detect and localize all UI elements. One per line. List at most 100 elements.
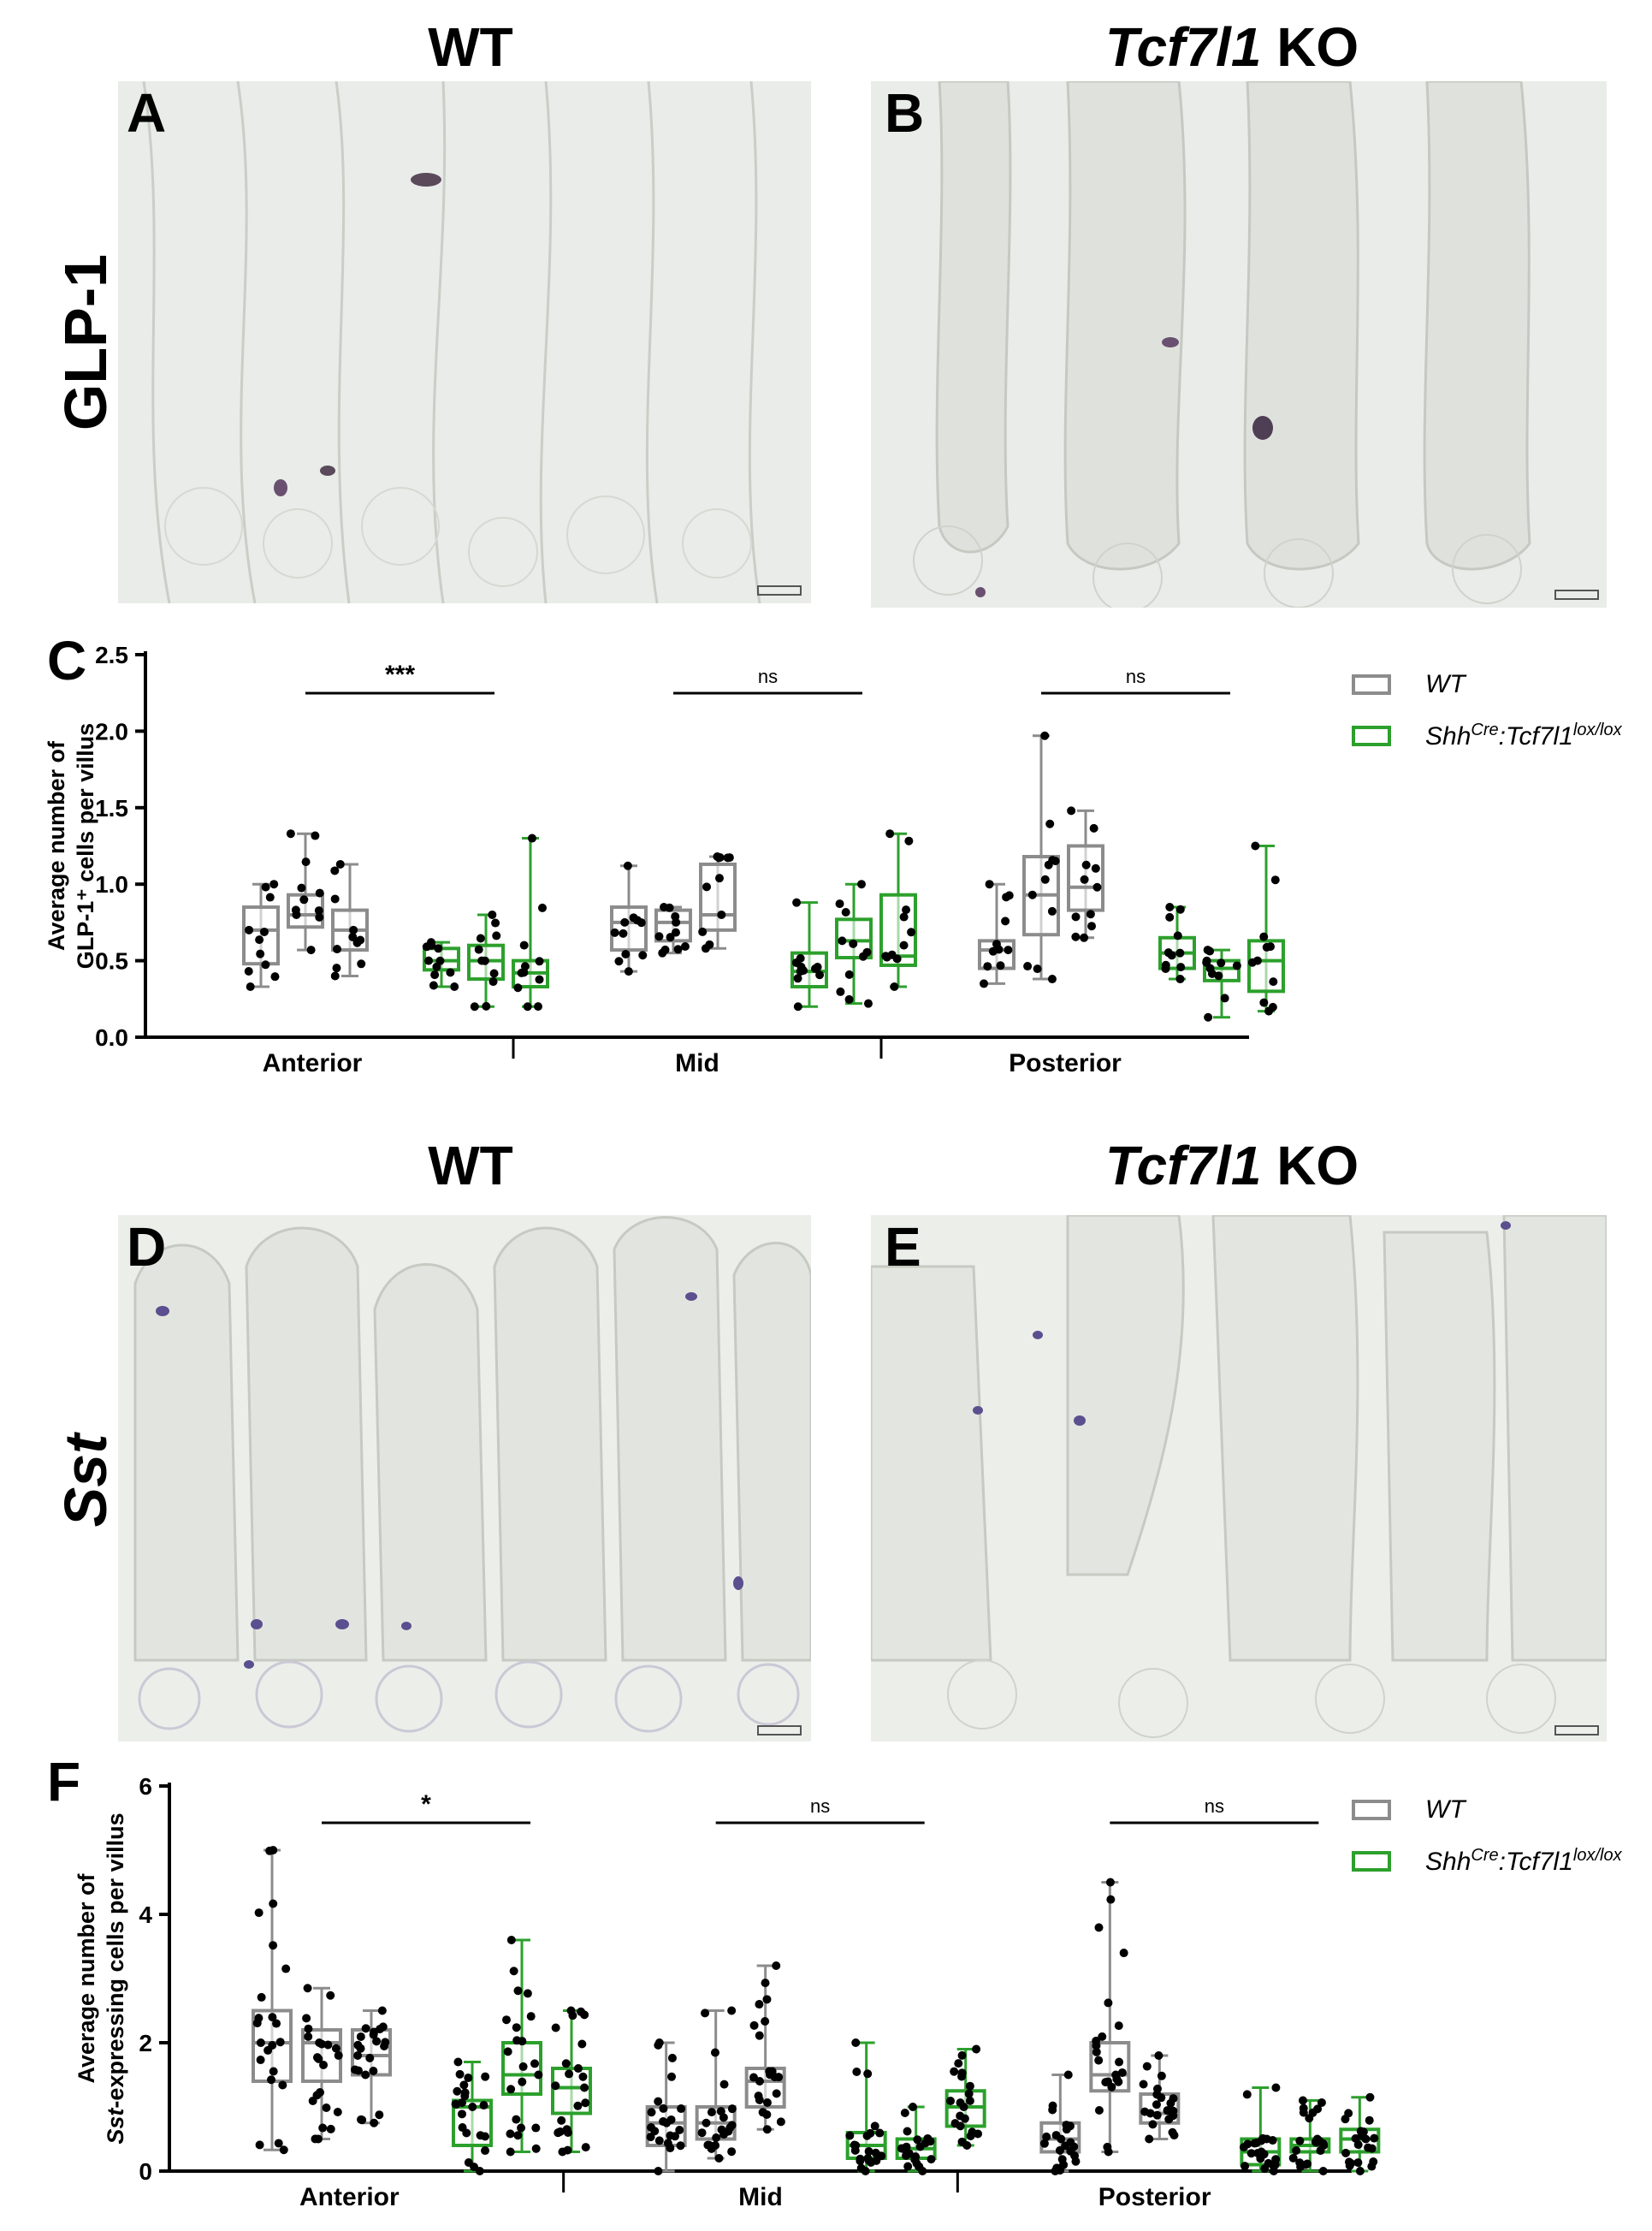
data-point	[772, 1961, 781, 1970]
data-point	[530, 2059, 540, 2068]
chart-c: 0.0 0.5 1.0 1.5 2.0 2.5 Average number of GLP-1…	[0, 625, 1652, 1104]
data-point	[791, 958, 801, 967]
data-point	[470, 1002, 479, 1012]
data-point	[702, 882, 712, 892]
data-point	[1063, 2070, 1073, 2080]
data-point	[1106, 1895, 1116, 1904]
data-point	[1145, 2134, 1154, 2144]
significance-label: ***	[385, 661, 415, 689]
data-point	[1103, 2142, 1112, 2151]
data-point	[501, 2015, 511, 2025]
data-point	[335, 859, 345, 869]
data-point	[488, 910, 497, 919]
row-label-sst-text: Sst	[52, 1433, 119, 1528]
y-axis-label: Average number ofSst-expressing cells pe…	[74, 1813, 128, 2144]
box-anterior-wt-3	[330, 859, 369, 981]
chart-f: 0 2 4 6 Average number ofSst-expressing cell…	[0, 1746, 1652, 2231]
data-point	[357, 959, 366, 969]
data-point	[369, 2067, 378, 2076]
col-title-wt-bottom-text: WT	[428, 1135, 513, 1196]
legend-c: WT ShhCre:Tcf7l1lox/lox	[1352, 659, 1622, 762]
data-point	[677, 2104, 686, 2114]
data-point	[1098, 2032, 1107, 2041]
data-point	[523, 1989, 532, 1998]
data-point	[349, 925, 358, 935]
data-point	[946, 2097, 956, 2106]
data-point	[513, 983, 523, 993]
data-point	[518, 2062, 528, 2071]
data-point	[358, 2115, 367, 2125]
data-point	[660, 945, 670, 954]
data-point	[1092, 882, 1102, 892]
data-point	[370, 2118, 379, 2127]
micrograph-b-image	[871, 81, 1607, 608]
data-point	[1152, 2110, 1162, 2120]
data-point	[488, 977, 498, 987]
data-point	[256, 2056, 265, 2065]
data-point	[254, 2014, 263, 2023]
box-mid-wt-1	[610, 861, 648, 976]
box-mid-ko-3	[879, 829, 917, 991]
data-point	[749, 2020, 759, 2030]
data-point	[479, 2101, 488, 2110]
data-point	[432, 962, 441, 971]
data-point	[460, 2092, 470, 2101]
data-point	[902, 905, 911, 915]
data-point	[506, 2085, 516, 2094]
data-point	[458, 2098, 467, 2108]
data-point	[1173, 931, 1182, 940]
data-point	[1269, 977, 1278, 987]
data-point	[1258, 2133, 1268, 2143]
data-point	[667, 2053, 677, 2062]
y-tick-label: 0.0	[95, 1024, 128, 1051]
data-point	[1311, 2137, 1320, 2146]
box-rect	[610, 905, 648, 952]
y-axis-label-rest: -expressing cells per villus	[103, 1813, 128, 2108]
box-posterior-wt-3	[1067, 806, 1104, 942]
data-point	[315, 912, 324, 922]
data-point	[326, 1991, 335, 2000]
data-point	[1169, 2094, 1178, 2103]
data-point	[565, 2069, 574, 2079]
box-posterior-wt-1	[1039, 2070, 1081, 2175]
box-mid-wt-2	[654, 903, 692, 958]
y-tick-label: 2.0	[95, 718, 128, 745]
data-point	[1305, 2114, 1314, 2123]
data-point	[377, 2006, 387, 2015]
data-point	[1318, 2167, 1328, 2175]
data-point	[638, 951, 648, 960]
legend-f-wt-label: WT	[1425, 1795, 1465, 1824]
data-point	[480, 956, 489, 965]
box-mid-wt-2	[695, 2006, 737, 2163]
data-point	[1301, 2160, 1311, 2169]
data-point	[474, 945, 483, 954]
data-point	[1259, 998, 1269, 1007]
data-point	[727, 2121, 737, 2130]
y-tick-label: 4	[139, 1902, 152, 1928]
data-point	[904, 836, 914, 846]
data-point	[1051, 857, 1060, 866]
data-point	[453, 2057, 463, 2067]
data-point	[1204, 1012, 1213, 1022]
data-point	[654, 932, 664, 941]
data-point	[654, 2136, 664, 2145]
data-point	[381, 2038, 390, 2047]
data-point	[614, 957, 624, 966]
data-point	[256, 2038, 265, 2047]
data-point	[965, 2081, 974, 2091]
data-point	[537, 903, 547, 912]
data-point	[268, 2013, 277, 2022]
data-point	[259, 927, 269, 936]
data-point	[267, 2075, 276, 2085]
data-point	[470, 2163, 479, 2172]
data-point	[1040, 875, 1050, 884]
data-point	[762, 2097, 772, 2107]
row-label-glp1-text: GLP-1	[52, 253, 119, 431]
box-posterior-ko-2	[1288, 2096, 1331, 2175]
box-rect	[242, 905, 280, 966]
data-point	[1288, 2153, 1298, 2163]
data-point	[1240, 2162, 1250, 2171]
legend-f: WT ShhCre:Tcf7l1lox/lox	[1352, 1784, 1622, 1887]
data-point	[531, 2144, 541, 2153]
data-point	[956, 2121, 965, 2131]
